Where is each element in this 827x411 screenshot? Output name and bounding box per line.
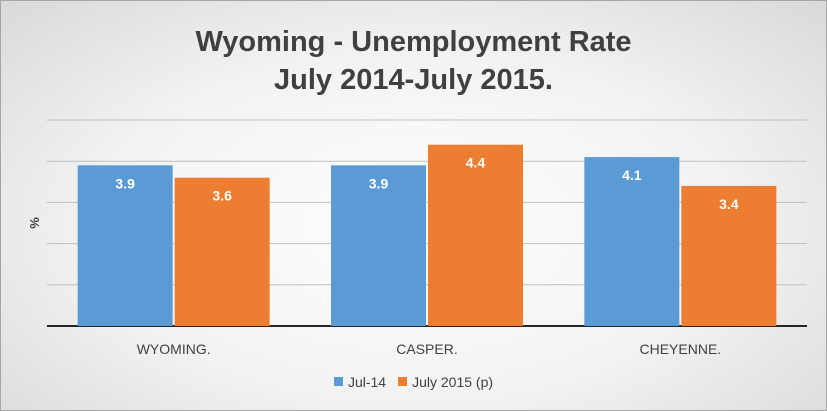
legend-label: July 2015 (p) [412, 373, 494, 390]
bar-jul-14 [584, 157, 680, 326]
data-label: 4.1 [622, 167, 642, 183]
legend-item: Jul-14 [333, 373, 387, 390]
data-label: 3.9 [369, 175, 389, 191]
y-axis-label: % [27, 217, 42, 229]
legend: Jul-14 July 2015 (p) [1, 373, 826, 390]
legend-swatch [333, 377, 343, 386]
bar-jul-14 [77, 165, 173, 326]
data-label: 4.4 [466, 155, 486, 171]
data-label: 3.4 [719, 196, 739, 212]
legend-swatch [398, 377, 408, 386]
data-label: 3.9 [115, 175, 135, 191]
legend-label: Jul-14 [347, 373, 387, 390]
chart-title-line-1: Wyoming - Unemployment Rate [195, 26, 632, 58]
bar-july-2015 [681, 185, 777, 326]
x-tick-label: CHEYENNE. [639, 341, 721, 357]
bar-july-2015 [174, 177, 270, 326]
legend-item: July 2015 (p) [398, 374, 493, 390]
bar-jul-14 [331, 165, 426, 326]
chart-title-line-2: July 2014-July 2015. [274, 64, 553, 96]
x-tick-label: WYOMING. [137, 341, 211, 357]
chart-title: Wyoming - Unemployment Rate July 2014-Ju… [1, 23, 826, 99]
x-tick-label: CASPER. [396, 341, 457, 357]
bar-july-2015 [428, 144, 523, 326]
data-label: 3.6 [212, 188, 232, 204]
